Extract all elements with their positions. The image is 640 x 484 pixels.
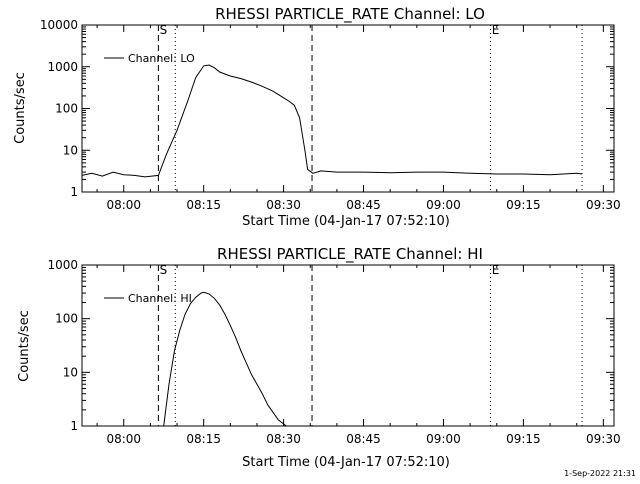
x-tick-label: 08:45 (346, 432, 381, 446)
x-tick-label: 09:00 (426, 432, 461, 446)
y-tick-label: 1000 (47, 60, 78, 74)
legend-hi: Channel: HI (104, 292, 192, 305)
y-tick-label: 10000 (40, 18, 78, 32)
x-axis-label-hi: Start Time (04-Jan-17 07:52:10) (242, 455, 450, 470)
lo-channel-panel: RHESSI PARTICLE_RATE Channel: LO 08:00 08… (13, 5, 621, 229)
x-tick-label: 09:15 (506, 198, 541, 212)
x-tick-label: 09:30 (586, 432, 621, 446)
axes-lo: 08:00 08:15 08:30 08:45 09:00 09:15 09:30 1 10 10… (40, 18, 621, 212)
series-line (163, 291, 287, 427)
chart-title-hi: RHESSI PARTICLE_RATE Channel: HI (217, 245, 483, 264)
marker-label: E (492, 263, 500, 277)
x-tick-label: 08:15 (186, 432, 221, 446)
series-line (81, 64, 583, 178)
x-tick-label: 08:00 (106, 432, 141, 446)
x-tick-label: 08:30 (266, 432, 301, 446)
axes-hi: 08:00 08:15 08:30 08:45 09:00 09:15 09:30 1 10 10… (47, 258, 620, 446)
marker-label: E (492, 23, 500, 37)
y-tick-label: 1000 (47, 258, 78, 272)
y-axis-label-lo: Counts/sec (13, 72, 28, 144)
legend-label-lo: Channel: LO (128, 52, 195, 65)
hi-channel-panel: RHESSI PARTICLE_RATE Channel: HI 08:00 08… (17, 245, 621, 470)
x-tick-label: 09:30 (586, 198, 621, 212)
footer-timestamp: 1-Sep-2022 21:31 (564, 469, 636, 478)
x-tick-label: 08:00 (106, 198, 141, 212)
y-tick-label: 1 (70, 419, 78, 433)
marker-label: S (160, 23, 168, 37)
x-tick-label: 08:45 (346, 198, 381, 212)
y-tick-label: 100 (55, 312, 78, 326)
x-tick-label: 09:00 (426, 198, 461, 212)
y-axis-label-hi: Counts/sec (17, 310, 32, 382)
y-tick-label: 100 (55, 102, 78, 116)
x-axis-label-lo: Start Time (04-Jan-17 07:52:10) (242, 214, 450, 229)
y-tick-label: 10 (63, 365, 78, 379)
x-tick-label: 08:30 (266, 198, 301, 212)
legend-lo: Channel: LO (104, 52, 195, 65)
legend-label-hi: Channel: HI (128, 292, 192, 305)
y-tick-label: 10 (63, 143, 78, 157)
x-tick-label: 08:15 (186, 198, 221, 212)
x-tick-label: 09:15 (506, 432, 541, 446)
marker-label: S (160, 263, 168, 277)
chart-title-lo: RHESSI PARTICLE_RATE Channel: LO (215, 5, 485, 24)
y-tick-label: 1 (70, 185, 78, 199)
plot-frame-hi (81, 264, 615, 427)
series-hi (163, 291, 287, 427)
series-lo (81, 64, 583, 178)
